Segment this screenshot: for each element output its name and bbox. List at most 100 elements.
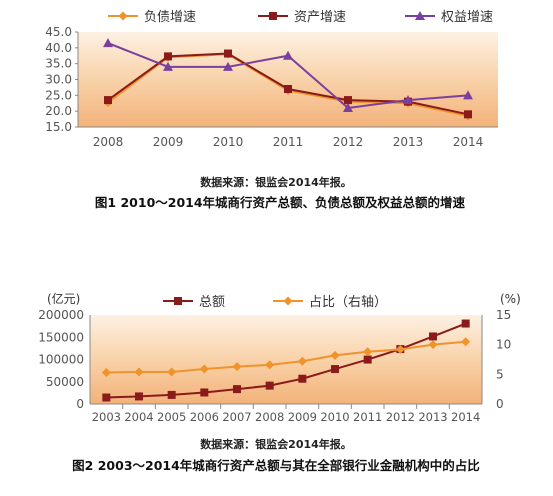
chart-2-x-tick-label: 2005 <box>157 410 186 424</box>
chart-2-left-unit: (亿元) <box>47 291 80 306</box>
chart-1-y-tick-label: 20.0 <box>45 104 72 118</box>
chart-1-y-tick-label: 35.0 <box>45 57 72 71</box>
chart-2-series-0-point <box>200 388 209 397</box>
chart-2-left-tick-label: 50000 <box>46 375 84 389</box>
chart-1-x-tick-label: 2010 <box>213 135 244 149</box>
chart-2-series-1-line <box>106 340 466 374</box>
chart-1-series-1-point <box>164 52 172 61</box>
chart-2-series-0-point <box>135 392 143 401</box>
chart-2-legend-1-swatch-marker <box>283 296 293 306</box>
chart-2-series-0-point <box>265 381 274 390</box>
chart-1-x-tick-label: 2012 <box>333 135 364 149</box>
chart-2-source: 数据来源：银监会2014年报。 <box>200 437 352 451</box>
chart-2-left-tick-label: 200000 <box>38 308 84 322</box>
chart-1-legend: 负债增速 资产增速 权益增速 <box>108 9 493 25</box>
chart-1-series <box>103 38 473 121</box>
chart-2-x-tick-label: 2009 <box>288 410 317 424</box>
chart-1-y-tick-label: 30.0 <box>45 73 72 87</box>
chart-2-x-tick-label: 2014 <box>451 410 480 424</box>
chart-2-plot-area <box>90 315 482 404</box>
chart-1-legend-0-label: 负债增速 <box>144 10 196 25</box>
chart-2-x-tick-label: 2013 <box>418 410 447 424</box>
chart-2-series-1-point <box>134 367 144 377</box>
chart-2-legend-0-swatch-marker <box>174 297 182 305</box>
chart-1-y-tick-label: 40.0 <box>45 41 72 55</box>
chart-2-series-0-point <box>298 374 307 383</box>
chart-2-x-tick-label: 2003 <box>92 410 121 424</box>
chart-1-legend-1-swatch-marker <box>269 12 277 20</box>
chart-2-series-0-line <box>106 322 467 399</box>
chart-2-series-0-point <box>167 390 176 399</box>
chart-1-x-ticks: 2008 2009 2010 2011 2012 2013 2014 <box>93 135 484 149</box>
chart-2-x-tick-label: 2012 <box>386 410 415 424</box>
chart-2-right-tick-label: 10 <box>496 338 511 352</box>
chart-1-legend-2-swatch-marker <box>415 11 425 20</box>
chart-2-left-tick-label: 100000 <box>38 353 84 367</box>
chart-2-series-0-point <box>102 393 111 402</box>
chart-2-right-tick-label: 0 <box>496 397 504 411</box>
chart-1-legend-0-swatch-marker <box>118 11 128 21</box>
chart-2-x-tick-label: 2011 <box>353 410 382 424</box>
chart-1-legend-1-label: 资产增速 <box>294 10 346 25</box>
chart-2-right-tick-label: 15 <box>496 308 511 322</box>
chart-2-series-1-point <box>330 350 340 360</box>
chart-2-legend-1-label: 占比（右轴） <box>309 295 387 310</box>
chart-2-left-tick-label: 0 <box>76 397 84 411</box>
chart-1-series-2-point <box>463 90 473 100</box>
chart-2-series-1-point <box>167 367 177 377</box>
chart-1-source: 数据来源：银监会2014年报。 <box>200 175 352 189</box>
chart-1-series-1-point <box>464 110 472 119</box>
chart-2-caption: 图2 2003～2014年城商行资产总额与其在全部银行业金融机构中的占比 <box>72 458 480 473</box>
chart-1-x-tick-label: 2013 <box>393 135 424 149</box>
chart-2-series-0-point <box>461 319 470 328</box>
chart-2-x-ticks: 2003 2004 2005 2006 2007 2008 2009 2010 2011 2012… <box>92 404 480 424</box>
chart-1-legend-2-label: 权益增速 <box>441 9 493 25</box>
chart-1: 负债增速 资产增速 权益增速 45.0 40.0 35.0 30.025.0 20.0 15.… <box>45 9 498 210</box>
chart-1-x-tick-label: 2009 <box>153 135 184 149</box>
chart-1-series-1-point <box>224 49 232 58</box>
chart-2: (亿元) (%) 总额 占比（右轴） 200000 150000 100000 5000… <box>38 291 521 473</box>
chart-2-y-ticks-left: 200000 150000 100000 50000 0 <box>38 308 84 411</box>
chart-2-right-tick-label: 5 <box>496 367 504 381</box>
chart-2-series-1-point <box>199 364 209 374</box>
chart-2-series-1-point <box>363 347 373 357</box>
chart-2-series-1-point <box>395 344 405 354</box>
chart-2-right-unit: (%) <box>500 292 521 306</box>
chart-1-series-2-point <box>343 103 353 112</box>
chart-2-legend-0-label: 总额 <box>199 295 225 310</box>
chart-1-y-tick-label: 25.0 <box>45 88 72 102</box>
chart-2-series-0-point <box>233 385 241 394</box>
chart-2-x-tick-label: 2010 <box>320 410 349 424</box>
chart-2-series-0-point <box>363 355 372 364</box>
chart-1-x-tick-label: 2011 <box>273 135 304 149</box>
chart-2-series-1-point <box>297 356 307 366</box>
chart-2-x-tick-label: 2004 <box>124 410 153 424</box>
chart-1-series-2-point <box>163 61 173 71</box>
chart-2-series-1-point <box>101 368 111 378</box>
chart-2-series-0-point <box>429 332 437 341</box>
chart-2-legend: 总额 占比（右轴） <box>163 295 387 310</box>
chart-1-series-2-point <box>283 50 293 60</box>
chart-1-series-2-point <box>103 38 113 48</box>
chart-2-x-tick-label: 2006 <box>190 410 219 424</box>
chart-2-series-1-point <box>232 362 242 372</box>
chart-1-series-1-point <box>284 85 292 93</box>
chart-1-series-1-point <box>104 96 112 105</box>
chart-2-y-ticks-right: 15 10 5 0 <box>496 308 511 411</box>
chart-2-left-tick-label: 150000 <box>38 330 84 344</box>
chart-1-series-1-point <box>344 96 352 105</box>
chart-2-series-1-point <box>428 340 438 350</box>
chart-1-y-tick-label: 15.0 <box>45 120 72 134</box>
chart-1-caption: 图1 2010～2014年城商行资产总额、负债总额及权益总额的增速 <box>95 195 466 210</box>
chart-1-x-tick-label: 2008 <box>93 135 124 149</box>
chart-1-series-2-point <box>223 61 233 71</box>
chart-2-series <box>101 319 471 402</box>
chart-1-plot-area <box>78 32 498 127</box>
chart-1-series-2-point <box>403 95 413 105</box>
chart-2-x-tick-label: 2007 <box>222 410 251 424</box>
chart-1-y-ticks: 45.0 40.0 35.0 30.025.0 20.0 15.0 <box>45 25 78 134</box>
chart-2-x-tick-label: 2008 <box>255 410 284 424</box>
chart-2-series-1-point <box>265 360 275 370</box>
